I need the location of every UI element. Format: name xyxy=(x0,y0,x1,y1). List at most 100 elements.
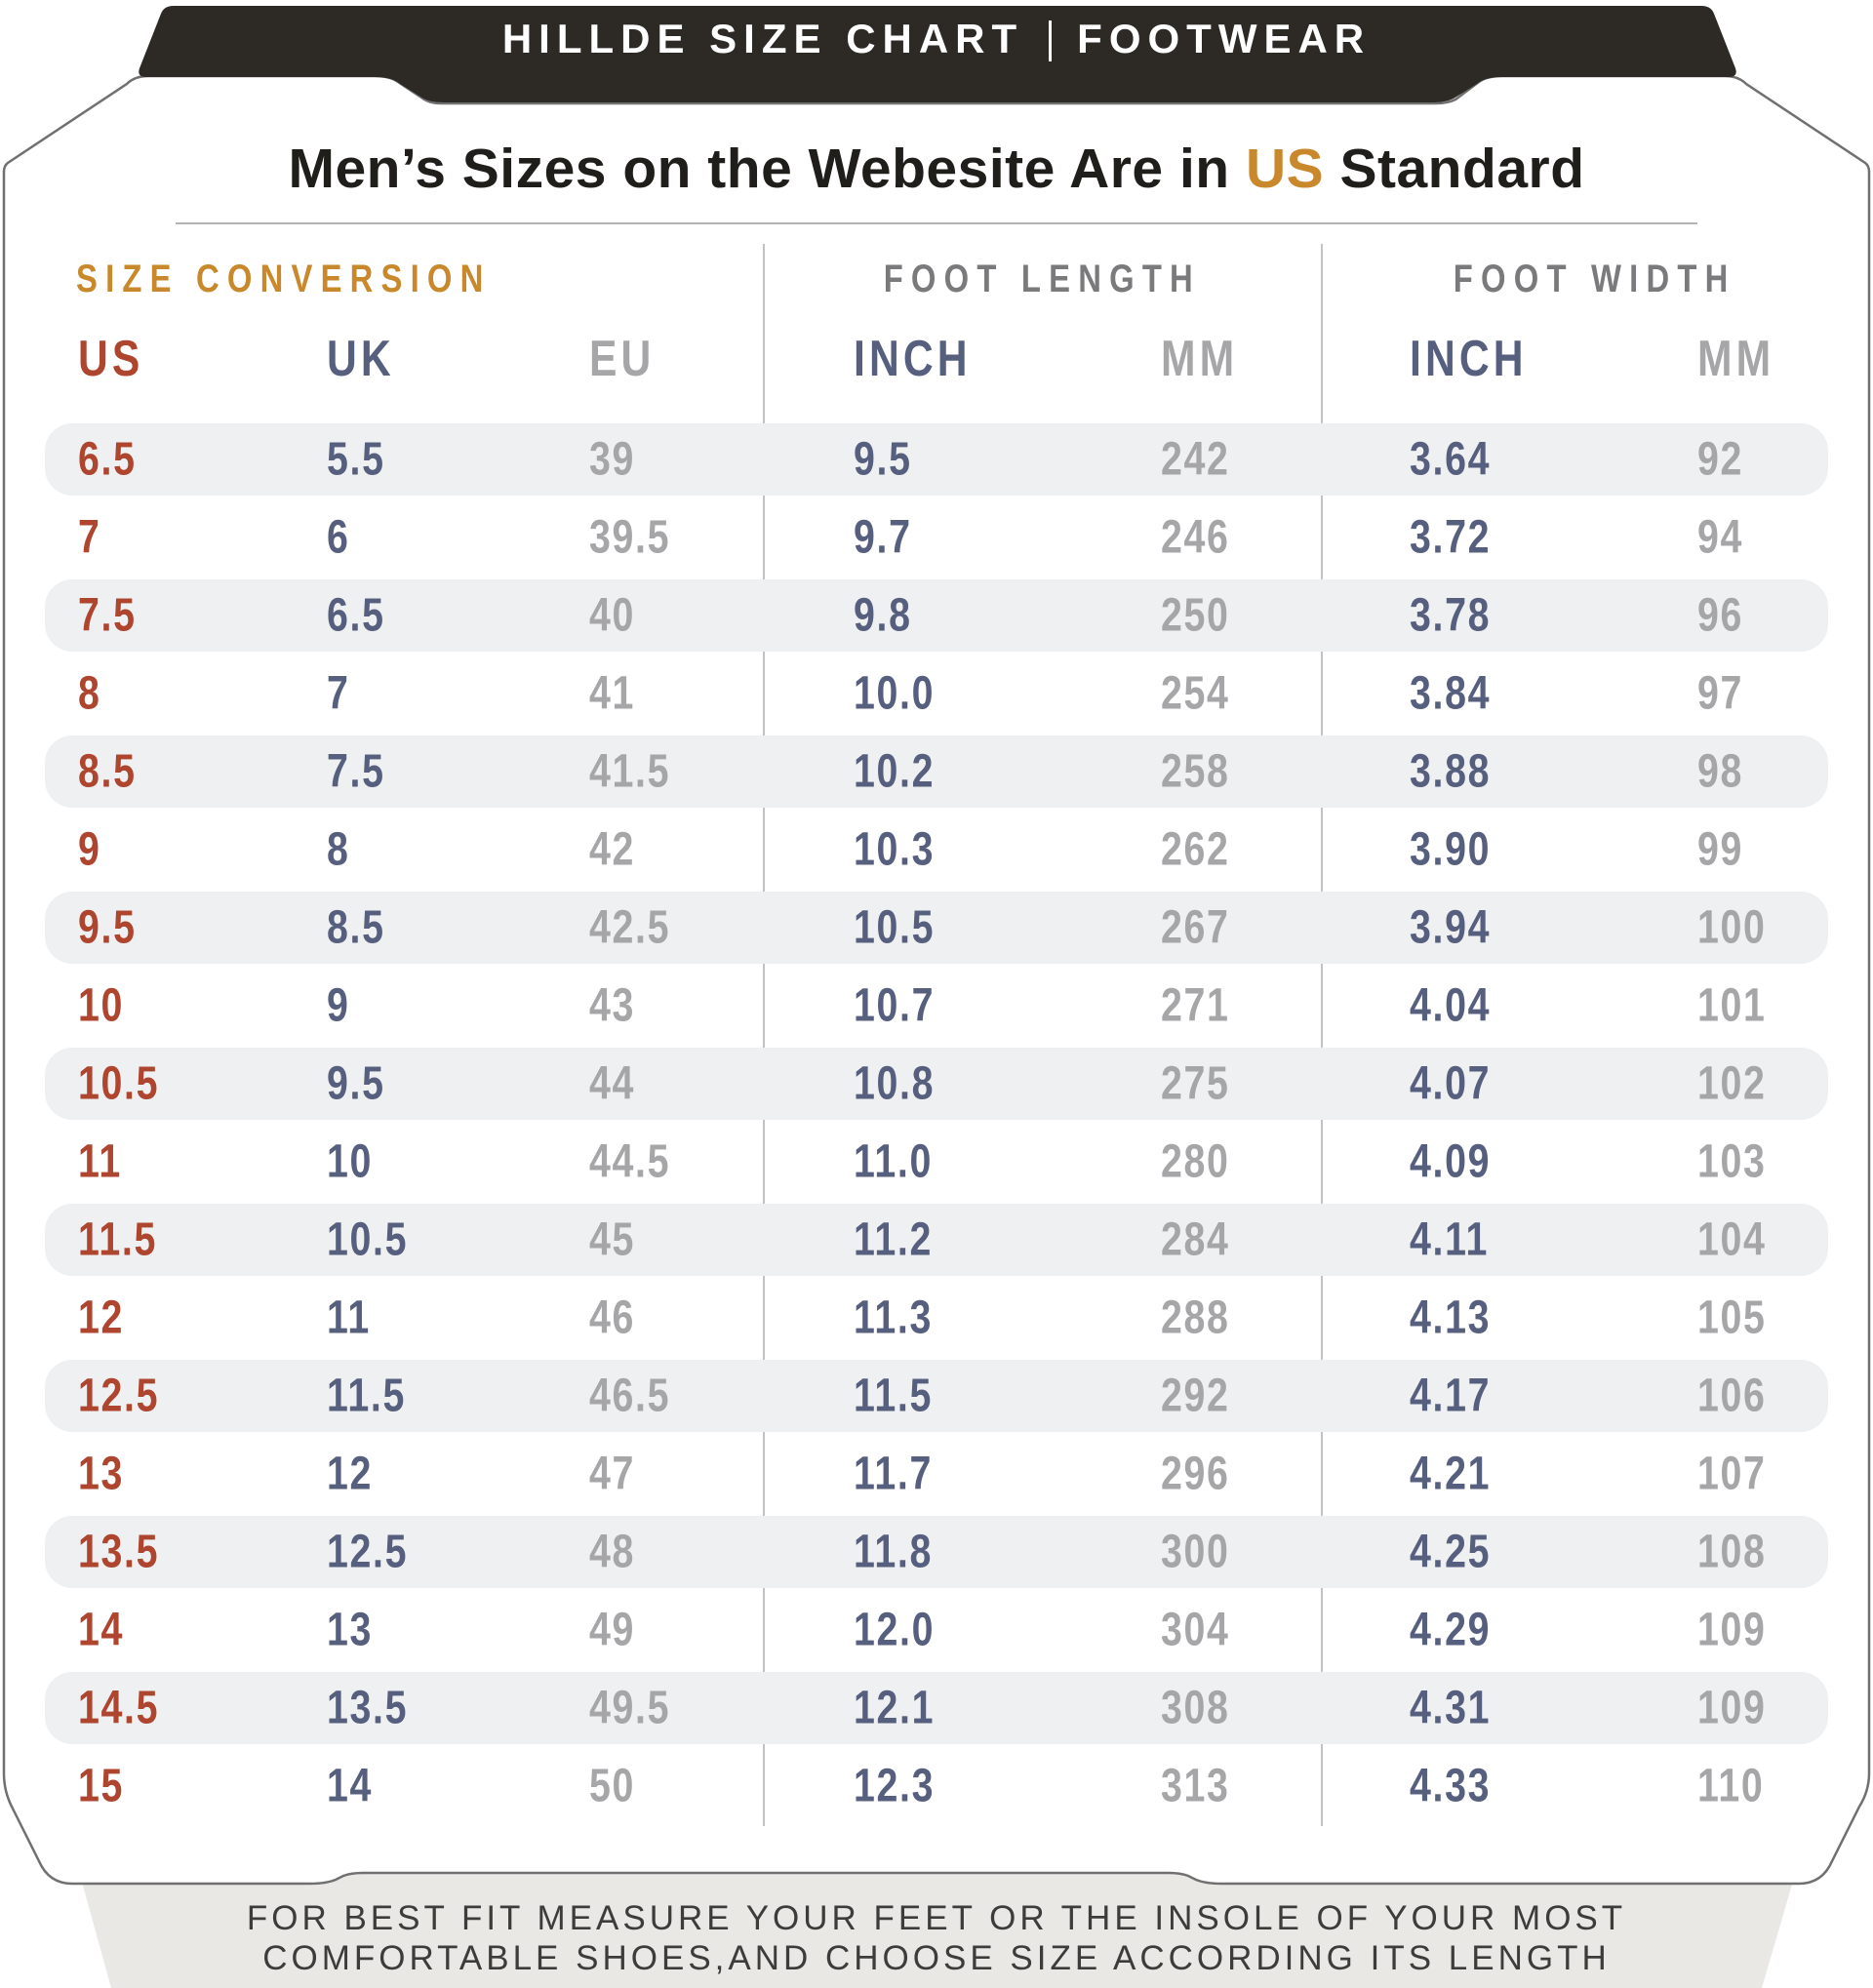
cell-uk: 14 xyxy=(327,1760,374,1812)
cell-width-inch: 3.94 xyxy=(1410,901,1492,954)
cell-width-inch: 4.29 xyxy=(1410,1604,1492,1656)
cell-uk: 5.5 xyxy=(327,433,385,486)
cell-width-mm: 100 xyxy=(1697,901,1767,954)
cell-width-mm: 97 xyxy=(1697,667,1744,720)
cell-us: 13 xyxy=(78,1448,125,1500)
cell-length-inch: 10.0 xyxy=(854,667,936,720)
cell-length-inch: 12.0 xyxy=(854,1604,936,1656)
cell-uk: 8.5 xyxy=(327,901,385,954)
cell-eu: 42.5 xyxy=(589,901,671,954)
cell-uk: 6 xyxy=(327,511,350,564)
cell-length-inch: 11.3 xyxy=(854,1292,934,1344)
section-size-conversion: SIZE CONVERSION xyxy=(76,258,492,300)
cell-width-mm: 108 xyxy=(1697,1526,1767,1578)
cell-eu: 49.5 xyxy=(589,1682,671,1734)
cell-length-mm: 313 xyxy=(1161,1760,1230,1812)
cell-eu: 44 xyxy=(589,1057,636,1110)
cell-width-inch: 3.78 xyxy=(1410,589,1492,642)
section-foot-length: FOOT LENGTH xyxy=(883,258,1201,300)
cell-width-mm: 101 xyxy=(1697,979,1767,1032)
table-row: 11.5 10.5 45 11.2 284 4.11 104 xyxy=(0,1201,1873,1279)
cell-width-mm: 109 xyxy=(1697,1682,1767,1734)
row-stripe xyxy=(45,1516,1828,1588)
cell-width-inch: 3.88 xyxy=(1410,745,1492,798)
cell-width-inch: 4.17 xyxy=(1410,1370,1492,1422)
cell-us: 7.5 xyxy=(78,589,137,642)
cell-uk: 13 xyxy=(327,1604,374,1656)
cell-us: 10 xyxy=(78,979,125,1032)
cell-width-mm: 94 xyxy=(1697,511,1744,564)
cell-width-inch: 4.21 xyxy=(1410,1448,1492,1500)
table-row: 12.5 11.5 46.5 11.5 292 4.17 106 xyxy=(0,1357,1873,1435)
cell-us: 13.5 xyxy=(78,1526,160,1578)
cell-eu: 41 xyxy=(589,667,636,720)
cell-length-mm: 250 xyxy=(1161,589,1230,642)
cell-width-mm: 96 xyxy=(1697,589,1744,642)
cell-eu: 46 xyxy=(589,1292,636,1344)
cell-us: 14.5 xyxy=(78,1682,160,1734)
row-stripe xyxy=(45,1360,1828,1432)
cell-uk: 13.5 xyxy=(327,1682,409,1734)
section-foot-width: FOOT WIDTH xyxy=(1454,258,1736,300)
cell-width-inch: 4.33 xyxy=(1410,1760,1492,1812)
cell-length-inch: 11.2 xyxy=(854,1213,934,1266)
column-header-width-mm: MM xyxy=(1697,331,1775,387)
cell-us: 12.5 xyxy=(78,1370,160,1422)
cell-length-inch: 9.5 xyxy=(854,433,912,486)
cell-eu: 46.5 xyxy=(589,1370,671,1422)
cell-width-inch: 4.25 xyxy=(1410,1526,1492,1578)
cell-eu: 43 xyxy=(589,979,636,1032)
section-divider-1 xyxy=(763,244,765,1826)
cell-width-mm: 110 xyxy=(1697,1760,1765,1812)
cell-length-mm: 292 xyxy=(1161,1370,1230,1422)
cell-width-mm: 105 xyxy=(1697,1292,1767,1344)
banner: HILLDE SIZE CHART FOOTWEAR xyxy=(0,16,1873,62)
cell-width-inch: 3.84 xyxy=(1410,667,1492,720)
cell-length-mm: 254 xyxy=(1161,667,1230,720)
cell-length-mm: 275 xyxy=(1161,1057,1230,1110)
table-row: 8.5 7.5 41.5 10.2 258 3.88 98 xyxy=(0,733,1873,811)
cell-width-mm: 107 xyxy=(1697,1448,1767,1500)
column-header-length-mm: MM xyxy=(1161,331,1239,387)
table-row: 11 10 44.5 11.0 280 4.09 103 xyxy=(0,1123,1873,1201)
cell-length-mm: 242 xyxy=(1161,433,1230,486)
table-row: 10.5 9.5 44 10.8 275 4.07 102 xyxy=(0,1045,1873,1123)
cell-width-mm: 103 xyxy=(1697,1135,1767,1188)
cell-eu: 39.5 xyxy=(589,511,671,564)
cell-length-inch: 11.7 xyxy=(854,1448,934,1500)
cell-us: 12 xyxy=(78,1292,125,1344)
cell-us: 15 xyxy=(78,1760,125,1812)
cell-eu: 44.5 xyxy=(589,1135,671,1188)
row-stripe xyxy=(45,892,1828,964)
cell-width-inch: 4.07 xyxy=(1410,1057,1492,1110)
cell-width-mm: 98 xyxy=(1697,745,1744,798)
size-table: 6.5 5.5 39 9.5 242 3.64 92 7 6 39.5 9.7 246 3.72 94 7.… xyxy=(0,420,1873,1825)
cell-width-mm: 102 xyxy=(1697,1057,1767,1110)
table-row: 13.5 12.5 48 11.8 300 4.25 108 xyxy=(0,1513,1873,1591)
cell-uk: 7.5 xyxy=(327,745,385,798)
cell-length-inch: 9.7 xyxy=(854,511,912,564)
cell-length-mm: 246 xyxy=(1161,511,1230,564)
column-header-width-inch: INCH xyxy=(1410,331,1528,387)
cell-width-mm: 106 xyxy=(1697,1370,1767,1422)
cell-width-inch: 4.13 xyxy=(1410,1292,1492,1344)
cell-length-inch: 10.7 xyxy=(854,979,936,1032)
cell-us: 9 xyxy=(78,823,101,876)
cell-us: 6.5 xyxy=(78,433,137,486)
cell-width-mm: 92 xyxy=(1697,433,1744,486)
cell-length-inch: 12.1 xyxy=(854,1682,936,1734)
cell-uk: 10.5 xyxy=(327,1213,409,1266)
cell-length-mm: 271 xyxy=(1161,979,1230,1032)
cell-width-inch: 4.11 xyxy=(1410,1213,1490,1266)
cell-width-mm: 99 xyxy=(1697,823,1744,876)
row-stripe xyxy=(45,423,1828,496)
cell-uk: 7 xyxy=(327,667,350,720)
banner-category-label: FOOTWEAR xyxy=(1077,16,1372,61)
banner-separator xyxy=(1049,20,1053,61)
cell-width-inch: 3.72 xyxy=(1410,511,1492,564)
cell-length-inch: 12.3 xyxy=(854,1760,936,1812)
column-header-uk: UK xyxy=(327,331,395,387)
cell-length-mm: 288 xyxy=(1161,1292,1230,1344)
cell-length-inch: 10.3 xyxy=(854,823,936,876)
cell-length-mm: 280 xyxy=(1161,1135,1230,1188)
